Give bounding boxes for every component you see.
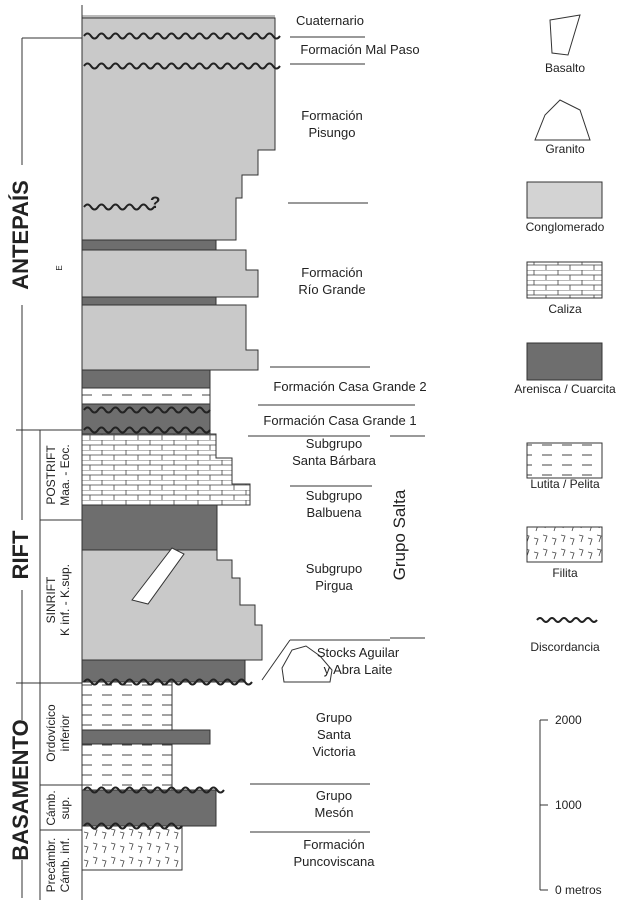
- scale-label: 2000: [555, 713, 582, 727]
- discordance: [83, 62, 281, 70]
- caliza-layer: [81, 433, 251, 506]
- legend-label: Conglomerado: [526, 220, 605, 234]
- unit-label: Pisungo: [309, 125, 356, 140]
- unit-label: Santa: [317, 727, 352, 742]
- legend-conglomerado: [526, 181, 603, 219]
- phase-label: Cámb.: [44, 790, 58, 825]
- unit-labels: Grupo Salta Cuaternario Formación Mal Pas…: [248, 13, 427, 869]
- conglomerado-layer: [81, 17, 276, 241]
- unit-label: Formación Casa Grande 1: [263, 413, 416, 428]
- unit-label: Stocks Aguilar: [317, 645, 400, 660]
- scale-label: 1000: [555, 798, 582, 812]
- unit-label: Formación: [301, 265, 362, 280]
- legend-lutita: [526, 442, 603, 479]
- phase-label: POSTRIFT: [44, 445, 58, 505]
- discordance: [536, 617, 598, 623]
- discordance: [83, 426, 211, 434]
- filita-layer: [81, 825, 183, 871]
- unit-label: y Abra Laite: [324, 662, 393, 677]
- discordance: [83, 678, 253, 686]
- unit-label: Subgrupo: [306, 436, 362, 451]
- age-mark: E: [55, 265, 64, 270]
- arenisca-layer: [81, 659, 246, 683]
- stage-label-bg: [10, 720, 34, 860]
- legend-label: Filita: [552, 566, 578, 580]
- phase-label: Maa. - Eoc.: [58, 444, 72, 505]
- phase-label: SINRIFT: [44, 576, 58, 623]
- discordance: [83, 786, 225, 794]
- unit-label: Río Grande: [298, 282, 365, 297]
- unit-label: Balbuena: [307, 505, 363, 520]
- discordances: [83, 32, 281, 830]
- stage-label: RIFT: [8, 530, 33, 579]
- legend-label: Lutita / Pelita: [530, 477, 600, 491]
- lutita-layer: [81, 387, 211, 405]
- discordance: [83, 32, 281, 40]
- legend: Basalto Granito Conglomerado Caliza Arenisca…: [514, 14, 616, 654]
- unit-label: Mesón: [314, 805, 353, 820]
- stage-label-bg: [10, 165, 34, 305]
- stage-label: ANTEPAÍS: [8, 180, 33, 290]
- stage-label: BASAMENTO: [8, 719, 33, 860]
- legend-label: Caliza: [548, 302, 582, 316]
- unit-label: Formación: [303, 837, 364, 852]
- legend-caliza: [526, 261, 603, 299]
- unit-label: Grupo: [316, 788, 352, 803]
- phase-label: sup.: [58, 797, 72, 820]
- arenisca-layer: [81, 239, 217, 251]
- conglomerado-layer: [81, 549, 263, 661]
- phase-label: Cámb. inf.: [58, 838, 72, 893]
- legend-label: Arenisca / Cuarcita: [514, 382, 616, 396]
- granite-icon: [281, 645, 333, 683]
- arenisca-layer: [81, 369, 211, 389]
- conglomerado-layer: [81, 249, 259, 298]
- discordance: [83, 822, 183, 830]
- phase-label: inferior: [58, 715, 72, 752]
- arenisca-layer: [81, 504, 218, 551]
- unit-label: Puncoviscana: [294, 854, 376, 869]
- legend-label: Granito: [545, 142, 585, 156]
- unit-label: Victoria: [312, 744, 356, 759]
- unit-label: Formación Casa Grande 2: [273, 379, 426, 394]
- unit-label: Formación: [301, 108, 362, 123]
- legend-granite-icon: [534, 99, 591, 141]
- arenisca-layer: [81, 789, 217, 827]
- unit-label: Cuaternario: [296, 13, 364, 28]
- discordance: [83, 406, 211, 414]
- column: ? E: [55, 5, 281, 900]
- unit-label: Grupo: [316, 710, 352, 725]
- unit-label: Subgrupo: [306, 561, 362, 576]
- legend-label: Basalto: [545, 61, 585, 75]
- arenisca-layer: [81, 296, 217, 306]
- scale-label: 0 metros: [555, 883, 602, 897]
- basalt-dyke: [131, 547, 185, 605]
- question-mark: ?: [150, 193, 160, 212]
- group-label: Grupo Salta: [390, 489, 409, 580]
- label-lines: [248, 36, 425, 833]
- scale-line: [539, 719, 548, 891]
- scale-bar: [539, 719, 548, 891]
- arenisca-layer: [81, 729, 211, 745]
- unit-label: Pirgua: [315, 578, 353, 593]
- phase-label: K inf. - K.sup.: [58, 564, 72, 636]
- legend-label: Discordancia: [530, 640, 600, 654]
- legend-filita: [526, 526, 603, 563]
- stage-label-bg: [10, 520, 34, 590]
- unit-label: Subgrupo: [306, 488, 362, 503]
- phase-label: Precámbr.: [44, 838, 58, 893]
- unit-label: Santa Bárbara: [292, 453, 377, 468]
- legend-basalt-icon: [549, 14, 581, 56]
- legend-arenisca: [526, 342, 603, 381]
- conglomerado-layer: [81, 304, 259, 371]
- unit-label: Formación Mal Paso: [300, 42, 419, 57]
- phase-label: Ordovícico: [44, 704, 58, 762]
- discordance: [83, 203, 155, 211]
